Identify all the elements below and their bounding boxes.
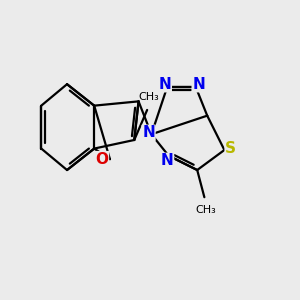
Text: N: N xyxy=(161,153,173,168)
Text: S: S xyxy=(225,141,236,156)
Text: CH₃: CH₃ xyxy=(138,92,159,102)
Text: CH₃: CH₃ xyxy=(195,205,216,215)
Text: N: N xyxy=(158,77,171,92)
Text: N: N xyxy=(142,125,155,140)
Text: N: N xyxy=(192,77,205,92)
Text: O: O xyxy=(95,152,108,167)
